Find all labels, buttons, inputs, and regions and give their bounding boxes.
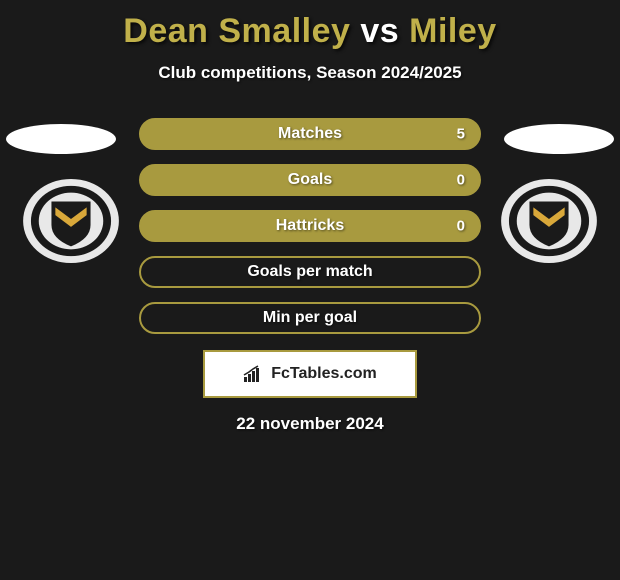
player1-club-crest: NEWPORT COUNTY AFC 1912 • exiles • 2012 <box>22 178 120 264</box>
stat-label: Hattricks <box>276 217 344 235</box>
badge-text: FcTables.com <box>271 365 377 383</box>
stats-container: Matches 5 Goals 0 Hattricks 0 Goals per match M… <box>139 118 481 334</box>
stat-value: 5 <box>457 126 465 143</box>
stat-label: Goals per match <box>247 263 372 281</box>
stat-value: 0 <box>457 172 465 189</box>
stat-row: Goals 0 <box>139 164 481 196</box>
source-badge: FcTables.com <box>203 350 417 398</box>
player2-photo-placeholder <box>504 124 614 154</box>
title: Dean Smalley vs Miley <box>0 0 620 51</box>
stat-label: Goals <box>288 171 332 189</box>
subtitle: Club competitions, Season 2024/2025 <box>0 63 620 83</box>
vs-text: vs <box>360 12 399 50</box>
date-text: 22 november 2024 <box>0 414 620 434</box>
player2-club-crest: NEWPORT COUNTY AFC 1912 • exiles • 2012 <box>500 178 598 264</box>
player1-name: Dean Smalley <box>123 12 350 50</box>
stat-row: Goals per match <box>139 256 481 288</box>
stat-row: Matches 5 <box>139 118 481 150</box>
player2-name: Miley <box>409 12 497 50</box>
chart-icon <box>243 365 265 383</box>
stat-row: Min per goal <box>139 302 481 334</box>
stat-label: Matches <box>278 125 342 143</box>
player1-photo-placeholder <box>6 124 116 154</box>
stat-row: Hattricks 0 <box>139 210 481 242</box>
stat-value: 0 <box>457 218 465 235</box>
stat-label: Min per goal <box>263 309 357 327</box>
